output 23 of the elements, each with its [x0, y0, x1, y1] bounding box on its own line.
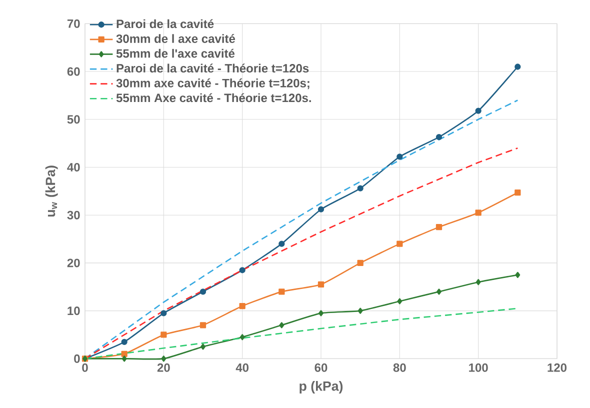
legend-label: 30mm de l axe cavité — [116, 34, 236, 43]
x-tick-label: 40 — [236, 363, 249, 372]
legend-label: Paroi de la cavité - Théorie t=120s — [116, 64, 309, 73]
y-tick-label: 30 — [67, 210, 80, 220]
y-tick-label: 0 — [74, 354, 80, 363]
y-tick-label: 20 — [67, 258, 80, 268]
x-tick-label: 20 — [157, 363, 170, 372]
legend-label: 30mm axe cavité - Théorie t=120s; — [116, 78, 310, 90]
legend-label: 55mm Axe cavité - Théorie t=120s. — [116, 93, 311, 102]
y-tick-label: 50 — [67, 115, 80, 124]
x-tick-label: 120 — [548, 363, 567, 372]
x-tick-label: 0 — [82, 363, 88, 372]
x-tick-label: 100 — [469, 363, 488, 372]
y-tick-label: 10 — [68, 306, 80, 316]
x-tick-label: 80 — [393, 363, 406, 372]
y-axis-title: u$_{w}$ (kPa) — [45, 166, 58, 217]
legend-label: 55mm de l'axe cavité — [116, 48, 235, 58]
legend-label: Paroi de la cavité — [116, 19, 214, 28]
y-tick-label: 70 — [67, 19, 80, 28]
x-tick-label: 60 — [314, 363, 328, 372]
y-tick-label: 40 — [67, 162, 80, 172]
x-axis-title: p (kPa) — [300, 381, 343, 394]
y-tick-label: 60 — [67, 67, 80, 76]
